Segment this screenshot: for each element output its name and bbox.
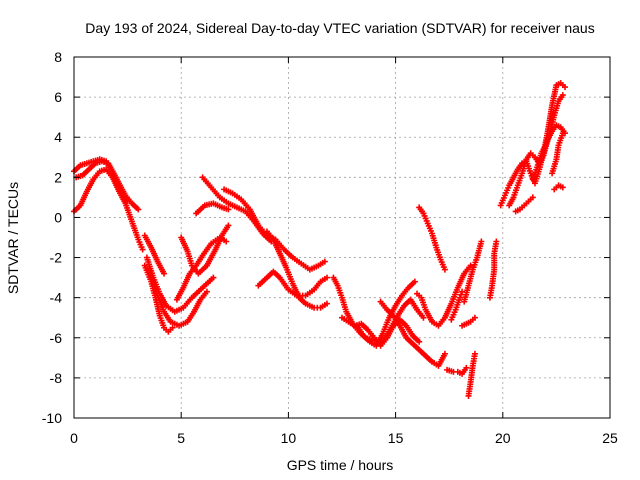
data-point: [441, 266, 448, 273]
data-point: [561, 84, 568, 91]
data-point: [169, 324, 176, 331]
y-tick-label: 2: [54, 169, 62, 185]
data-point: [471, 314, 478, 321]
series-arc-29: [512, 194, 536, 215]
series-arc-9: [178, 222, 232, 277]
data-point: [478, 238, 485, 245]
y-tick-label: 8: [54, 49, 62, 65]
series-arc-7: [148, 272, 210, 329]
series-arc-11: [193, 200, 232, 217]
y-tick-label: -2: [50, 250, 63, 266]
data-point: [467, 262, 474, 269]
y-tick-label: 6: [54, 89, 62, 105]
series-arc-23: [465, 350, 478, 399]
data-point: [559, 184, 566, 191]
data-point: [559, 92, 566, 99]
series-arc-4: [141, 232, 168, 277]
data-point: [559, 130, 566, 137]
data-point: [203, 288, 210, 295]
data-point: [161, 270, 168, 277]
chart-title: Day 193 of 2024, Sidereal Day-to-day VTE…: [85, 20, 594, 36]
x-tick-label: 5: [177, 430, 185, 446]
series-arc-1: [71, 166, 146, 253]
x-tick-label: 25: [602, 430, 618, 446]
data-point: [493, 238, 500, 245]
x-tick-label: 20: [495, 430, 511, 446]
data-point: [321, 258, 328, 265]
y-tick-label: -10: [42, 410, 62, 426]
x-tick-label: 15: [388, 430, 404, 446]
x-tick-label: 0: [70, 430, 78, 446]
series-arc-24: [459, 314, 478, 329]
x-tick-label: 10: [281, 430, 297, 446]
series-arc-26: [486, 238, 500, 301]
x-axis-label: GPS time / hours: [287, 457, 394, 473]
data-point: [323, 300, 330, 307]
data-point: [529, 194, 536, 201]
data-point: [225, 206, 232, 213]
data-point: [416, 338, 423, 345]
axis-ticks: 0 5 10 15 20 25 -10 -8 -6 -4 -2 0 2 4 6 8: [42, 49, 618, 446]
data-point: [223, 238, 230, 245]
plot-frame: [73, 56, 611, 419]
series-arc-25: [448, 288, 466, 323]
y-tick-label: -8: [50, 370, 63, 386]
data-point: [225, 222, 232, 229]
data-point: [139, 246, 146, 253]
y-tick-label: 0: [54, 209, 62, 225]
series-arc-14: [263, 228, 330, 311]
y-tick-label: 4: [54, 129, 62, 145]
data-point: [459, 288, 466, 295]
series-arc-20: [416, 204, 448, 273]
data-points: [71, 80, 568, 399]
series-arc-21: [444, 364, 470, 377]
data-point: [411, 278, 418, 285]
series-arc-13: [255, 268, 330, 299]
data-point: [456, 294, 463, 301]
data-point: [323, 274, 330, 281]
data-point: [441, 350, 448, 357]
series-arc-18: [377, 298, 448, 369]
series-arc-17: [354, 278, 418, 349]
series-arc-19: [414, 262, 474, 329]
data-point: [463, 364, 470, 371]
series-arc-31: [549, 130, 566, 177]
y-tick-label: -4: [50, 290, 63, 306]
series-arc-30: [529, 92, 566, 183]
data-point: [210, 274, 217, 281]
series-arc-22: [461, 238, 485, 305]
data-point: [124, 198, 131, 205]
data-point: [471, 350, 478, 357]
y-tick-label: -6: [50, 330, 63, 346]
data-point: [135, 206, 142, 213]
data-point: [420, 314, 427, 321]
data-point: [457, 291, 464, 298]
series-arc-32: [551, 182, 566, 193]
y-axis-label: SDTVAR / TECUs: [5, 182, 21, 294]
